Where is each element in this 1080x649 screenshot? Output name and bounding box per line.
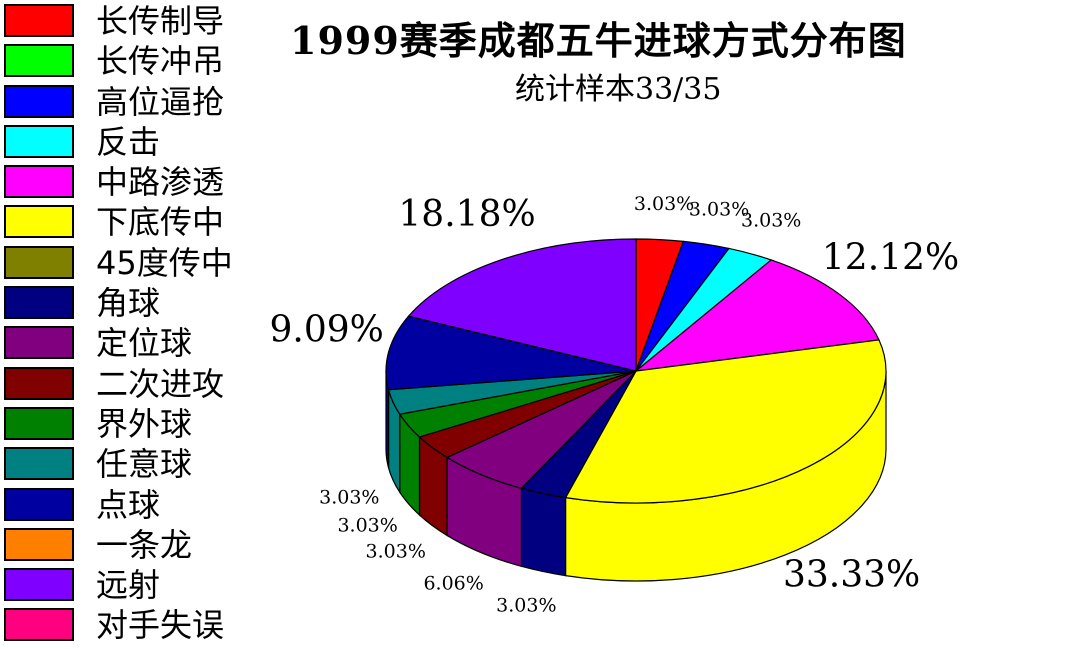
pie-slice (385, 315, 637, 391)
legend-label: 高位逼抢 (96, 82, 225, 121)
legend-swatch (4, 4, 74, 37)
legend-label: 任意球 (96, 445, 193, 484)
legend-label: 对手失误 (96, 606, 225, 645)
legend-swatch (4, 245, 74, 279)
chart-subtitle: 统计样本33/35 (515, 72, 722, 107)
slice-label: 9.09% (269, 310, 383, 351)
slice-label: 3.03% (366, 540, 426, 562)
legend-item: 对手失误 (4, 606, 254, 646)
legend-label: 反击 (96, 122, 161, 161)
legend-label: 长传制导 (96, 2, 225, 40)
legend-swatch (4, 205, 74, 239)
slice-label: 3.03% (337, 515, 397, 537)
slice-label: 3.03% (741, 210, 801, 232)
legend-swatch (4, 447, 74, 481)
slice-label: 12.12% (822, 237, 959, 278)
legend-label: 中路渗透 (96, 163, 225, 202)
legend-item: 定位球 (4, 324, 254, 364)
legend-label: 长传冲吊 (96, 42, 225, 81)
legend-item: 任意球 (4, 445, 254, 485)
legend-item: 长传冲吊 (4, 42, 254, 82)
legend-item: 45度传中 (4, 244, 254, 284)
slice-label: 3.03% (689, 199, 749, 221)
legend-label: 下底传中 (96, 203, 225, 242)
legend-swatch (4, 286, 74, 320)
legend-item: 高位逼抢 (4, 83, 254, 123)
legend-label: 一条龙 (96, 525, 193, 564)
legend-swatch (4, 326, 74, 360)
legend-swatch (4, 165, 74, 199)
pie-slice-side (520, 487, 567, 577)
legend-label: 二次进攻 (96, 364, 225, 403)
legend-item: 点球 (4, 486, 254, 526)
legend-label: 角球 (96, 284, 161, 323)
slice-label: 3.03% (319, 487, 379, 509)
legend-item: 长传制导 (4, 2, 254, 42)
legend-swatch (4, 124, 74, 158)
legend-label: 45度传中 (96, 243, 233, 282)
slice-label: 6.06% (423, 572, 483, 594)
legend-label: 界外球 (96, 404, 193, 443)
chart-title: 1999赛季成都五牛进球方式分布图 (290, 18, 907, 63)
legend-swatch (4, 366, 74, 400)
legend-item: 下底传中 (4, 203, 254, 243)
slice-label: 3.03% (496, 595, 556, 617)
pie-slice (634, 259, 880, 372)
legend-swatch (4, 44, 74, 78)
legend-item: 反击 (4, 123, 254, 163)
legend-swatch (4, 487, 74, 521)
pie-slice (564, 339, 887, 504)
legend-item: 二次进攻 (4, 365, 254, 405)
legend-swatch (4, 568, 74, 602)
legend-item: 一条龙 (4, 526, 254, 566)
legend-item: 远射 (4, 566, 254, 606)
legend-item: 中路渗透 (4, 163, 254, 203)
slice-label: 3.03% (634, 193, 694, 215)
slice-label: 33.33% (783, 554, 920, 595)
legend-label: 定位球 (96, 324, 193, 363)
legend-item: 角球 (4, 284, 254, 324)
legend-label: 远射 (96, 566, 161, 605)
slice-label: 18.18% (398, 194, 535, 235)
legend-item: 界外球 (4, 405, 254, 445)
legend-swatch (4, 608, 74, 642)
legend-swatch (4, 84, 74, 118)
legend-swatch (4, 406, 74, 440)
legend-label: 点球 (96, 485, 161, 524)
chart-legend: 长传制导 长传冲吊 高位逼抢 反击 中路渗透 下底传中 45度传中 角球 定位球 二次进攻 界外球任… (4, 2, 254, 647)
pie-slice (407, 238, 637, 372)
legend-swatch (4, 527, 74, 561)
